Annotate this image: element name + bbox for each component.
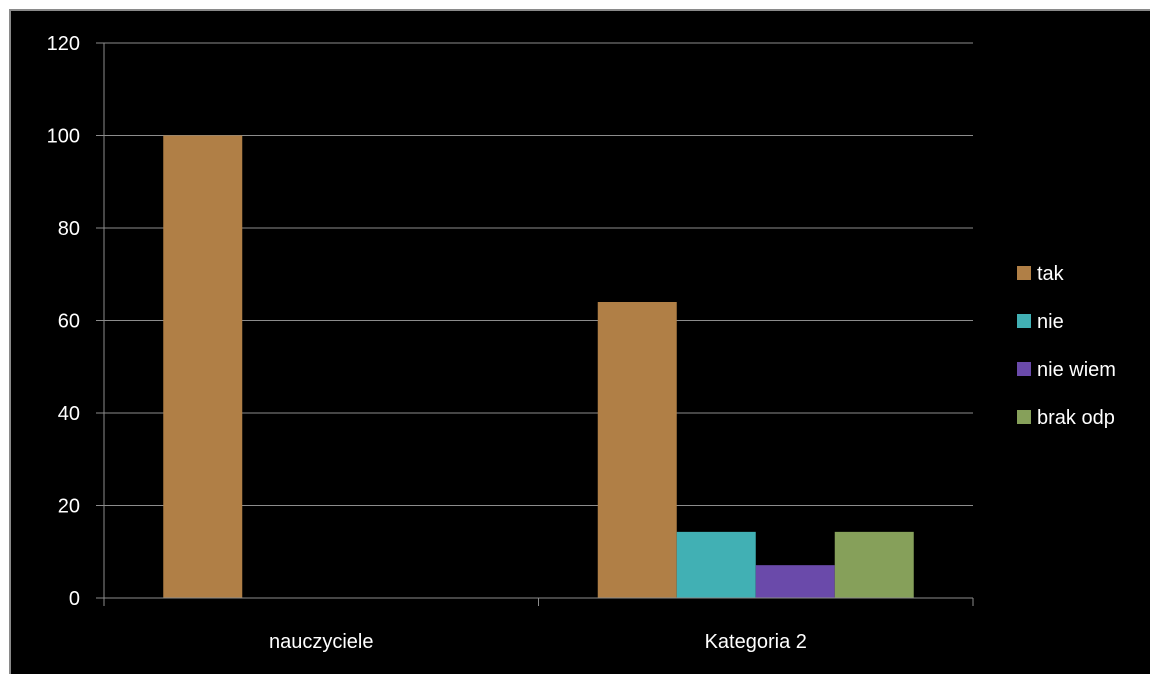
y-tick-label-0: 0 (69, 588, 80, 610)
x-tick-label-1: Kategoria 2 (705, 631, 807, 653)
gridlines (104, 42, 973, 506)
y-tick-label-100: 100 (47, 126, 80, 148)
y-tick-label-80: 80 (58, 218, 80, 240)
bar-brak-odp-1 (834, 531, 914, 598)
legend-swatch-brak-odp (1017, 410, 1031, 424)
bar-tak-1 (597, 302, 677, 598)
legend-label-nie: nie (1037, 311, 1064, 333)
bar-nie-1 (676, 531, 756, 598)
bar-nie-wiem-1 (755, 565, 835, 598)
bars (163, 135, 914, 598)
y-tick-label-20: 20 (58, 496, 80, 518)
y-tick-label-120: 120 (47, 33, 80, 55)
legend-swatch-nie (1017, 314, 1031, 328)
legend-label-nie-wiem: nie wiem (1037, 359, 1116, 381)
legend-swatch-nie-wiem (1017, 362, 1031, 376)
legend-label-brak-odp: brak odp (1037, 407, 1115, 429)
axes: 0 20 40 60 80 100 120 nauczyciele Kategoria 2 (47, 33, 974, 653)
y-tick-label-60: 60 (58, 311, 80, 333)
x-tick-label-0: nauczyciele (269, 631, 374, 653)
legend-swatch-tak (1017, 266, 1031, 280)
legend-label-tak: tak (1037, 263, 1065, 285)
legend: tak nie nie wiem brak odp (1017, 263, 1116, 429)
y-tick-label-40: 40 (58, 403, 80, 425)
bar-tak-0 (163, 135, 243, 598)
